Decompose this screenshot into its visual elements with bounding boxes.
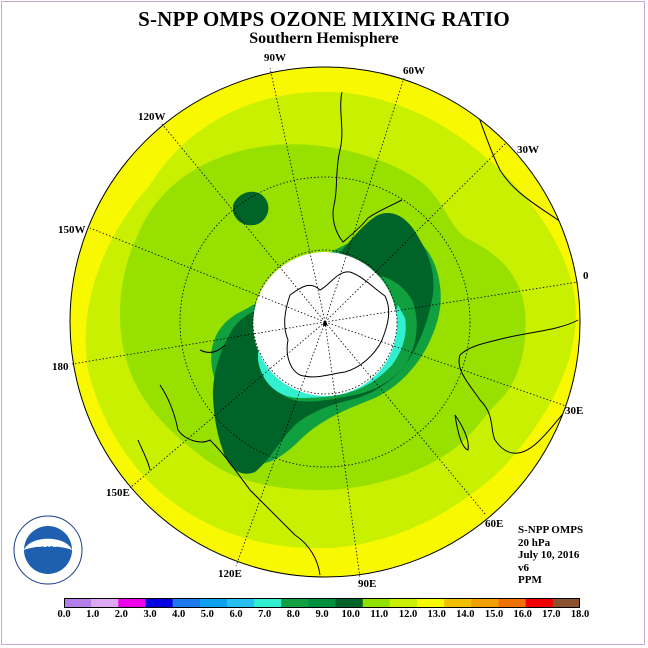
lat-circle-30s <box>179 176 471 468</box>
colorbar-swatch <box>417 598 445 608</box>
field-dark-green-island <box>233 191 269 226</box>
colorbar-swatch <box>281 598 309 608</box>
south-pole-dot <box>323 322 327 326</box>
lon-label-90e: 90E <box>358 578 376 590</box>
info-instrument: S-NPP OMPS <box>518 524 584 536</box>
noaa-logo-text: NOAA <box>35 539 62 549</box>
lon-label-180: 180 <box>52 361 69 373</box>
colorbar-tick-label: 9.0 <box>315 609 329 620</box>
colorbar-tick-label: 4.0 <box>172 609 186 620</box>
lon-label-150e: 150E <box>106 487 130 499</box>
colorbar-swatch <box>335 598 364 608</box>
coast-africa <box>458 319 579 454</box>
map-title: S-NPP OMPS OZONE MIXING RATIO <box>138 7 510 31</box>
lon-label-0: 0 <box>583 270 589 282</box>
colorbar-tick-label: 15.0 <box>484 609 504 620</box>
meridians <box>71 67 579 579</box>
colorbar-swatch <box>498 598 527 608</box>
lon-label-120w: 120W <box>138 111 166 123</box>
colorbar-tick-label: 17.0 <box>542 609 561 620</box>
lon-label-30w: 30W <box>517 144 539 156</box>
colorbar-swatch <box>552 598 580 608</box>
colorbar-tick-label: 16.0 <box>513 609 532 620</box>
colorbar-tick-label: 3.0 <box>143 609 157 620</box>
coast-south-america <box>332 91 403 243</box>
noaa-logo-disk <box>24 526 72 574</box>
colorbar-swatch <box>444 598 472 608</box>
lon-label-120e: 120E <box>218 568 242 580</box>
map-boundary <box>69 66 581 578</box>
info-date: July 10, 2016 <box>518 549 580 561</box>
lon-label-90w: 90W <box>264 52 286 64</box>
colorbar-swatch <box>525 598 554 608</box>
lon-label-60w: 60W <box>403 65 425 77</box>
colorbar-tick-label: 12.0 <box>398 609 418 620</box>
colorbar-swatch <box>64 598 92 608</box>
coast-new-zealand <box>199 344 226 353</box>
colorbar-tick-label: 8.0 <box>286 609 300 620</box>
info-level: 20 hPa <box>518 536 551 549</box>
lon-label-60e: 60E <box>485 518 503 530</box>
colorbar-tick-label: 10.0 <box>341 609 360 620</box>
colorbar-tick-label: 18.0 <box>570 609 590 620</box>
graticule <box>71 67 579 579</box>
coast-australia <box>159 384 321 576</box>
colorbar <box>64 598 580 608</box>
colorbar-tick-label: 7.0 <box>258 609 272 620</box>
colorbar-swatch <box>308 598 337 608</box>
info-version: v6 <box>518 561 529 574</box>
colorbar-swatch <box>118 598 146 608</box>
colorbar-swatch <box>471 598 500 608</box>
coastlines <box>137 91 579 576</box>
colorbar-swatch <box>362 598 391 608</box>
colorbar-tick-label: 0.0 <box>57 609 71 620</box>
noaa-logo-bird <box>24 538 72 550</box>
colorbar-tick-label: 1.0 <box>86 609 100 620</box>
colorbar-swatch <box>389 598 418 608</box>
longitude-labels: 90W 60W 30W 0 30E 60E 90E 120E 150E 180 … <box>52 52 589 590</box>
colorbar-tick-label: 11.0 <box>370 609 389 620</box>
colorbar-tick-label: 2.0 <box>114 609 128 620</box>
colorbar-swatch <box>254 598 282 608</box>
lon-label-150w: 150W <box>58 224 86 236</box>
colorbar-tick-label: 5.0 <box>200 609 214 620</box>
colorbar-swatch <box>91 598 119 608</box>
info-block: S-NPP OMPS 20 hPa July 10, 2016 v6 PPM <box>518 524 583 587</box>
colorbar-swatch <box>226 598 255 608</box>
coast-madagascar <box>454 414 469 451</box>
info-units: PPM <box>518 574 542 586</box>
colorbar-border <box>64 598 580 608</box>
colorbar-swatch <box>199 598 228 608</box>
colorbar-swatch <box>172 598 201 608</box>
colorbar-tick-label: 14.0 <box>456 609 475 620</box>
colorbar-swatch <box>145 598 174 608</box>
map-subtitle: Southern Hemisphere <box>249 30 399 47</box>
coast-antarctica <box>284 271 390 378</box>
lon-label-30e: 30E <box>565 405 583 417</box>
colorbar-tick-label: 13.0 <box>427 609 446 620</box>
colorbar-tick-label: 6.0 <box>229 609 243 620</box>
coast-fragment-a <box>137 439 151 471</box>
noaa-logo: NOAA <box>13 515 83 585</box>
lat-circle-60s <box>252 249 398 395</box>
